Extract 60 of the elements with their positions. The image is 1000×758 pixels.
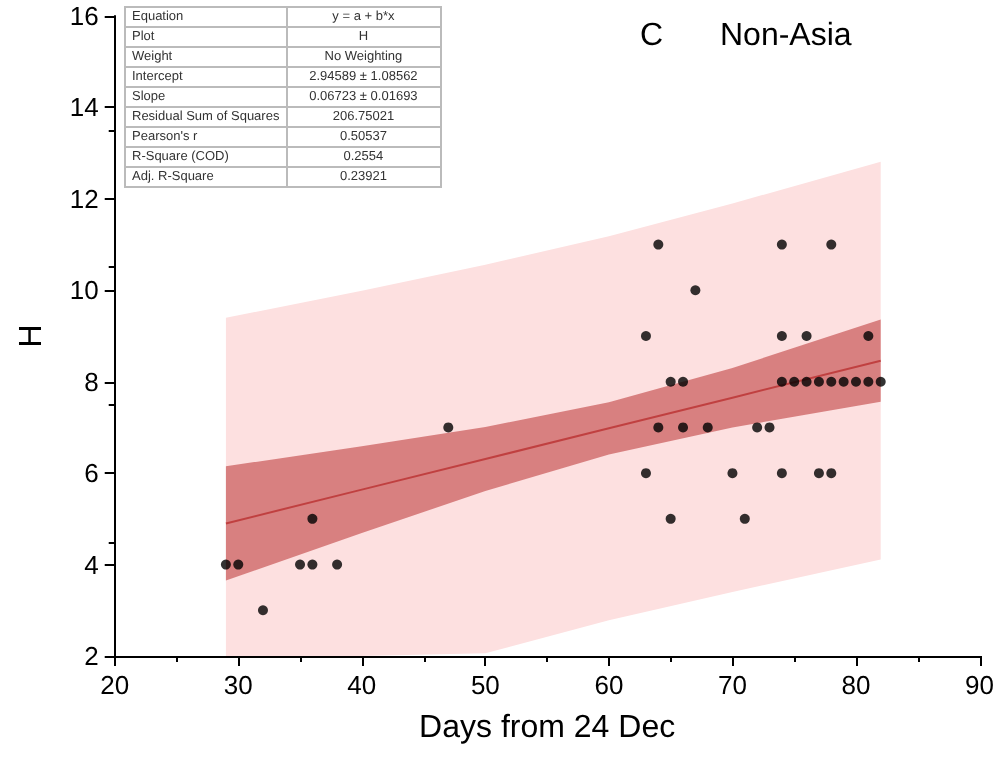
chart-title: Non-Asia [720, 19, 852, 53]
point [665, 376, 676, 387]
x-tick-label: 30 [223, 670, 253, 700]
annotation: C [640, 19, 664, 53]
point [752, 422, 763, 433]
y-tick-label: 16 [69, 1, 99, 31]
point [653, 239, 664, 250]
point [764, 422, 775, 433]
point [640, 331, 651, 341]
point [863, 376, 874, 387]
y-tick-label: 10 [69, 275, 99, 306]
point [789, 376, 800, 387]
y-tick-label: 12 [69, 183, 99, 214]
point [640, 468, 651, 479]
y-tick-label: 14 [69, 92, 99, 123]
point [776, 468, 787, 479]
point [702, 422, 713, 433]
point [813, 376, 824, 387]
point [739, 513, 750, 524]
point [332, 559, 343, 570]
x-tick-label: 80 [841, 670, 871, 700]
point [826, 468, 837, 479]
point [307, 513, 318, 524]
point [307, 559, 318, 570]
x-tick-label: 20 [100, 670, 130, 700]
point [690, 285, 701, 296]
point [678, 422, 689, 433]
x-axis-title: Days from 24 Dec [419, 711, 676, 745]
point [826, 376, 837, 387]
point [295, 559, 306, 570]
y-tick-label: 4 [84, 549, 99, 580]
point [653, 422, 664, 433]
x-tick-label: 60 [594, 670, 624, 700]
point [801, 376, 812, 387]
point [851, 376, 861, 387]
point [233, 559, 244, 570]
point [875, 376, 886, 387]
y-tick-label: 8 [84, 366, 99, 397]
y-tick-label: 6 [84, 458, 99, 489]
point [220, 559, 231, 570]
y-tick-label: 2 [84, 641, 99, 671]
line-series [224, 359, 882, 525]
point [776, 239, 787, 250]
point [813, 468, 824, 479]
point [665, 513, 676, 524]
point [678, 376, 689, 387]
y-axis-title: H [15, 324, 49, 348]
point [776, 376, 787, 387]
x-tick-label: 40 [347, 670, 377, 700]
x-tick-label: 50 [470, 670, 500, 700]
point [727, 468, 738, 479]
point [838, 376, 849, 387]
point [826, 239, 837, 250]
point [776, 331, 787, 341]
point [801, 331, 812, 341]
point [257, 605, 268, 616]
point [443, 422, 454, 433]
x-tick-label: 90 [965, 670, 995, 700]
point [863, 331, 874, 341]
x-tick-label: 70 [717, 670, 747, 700]
